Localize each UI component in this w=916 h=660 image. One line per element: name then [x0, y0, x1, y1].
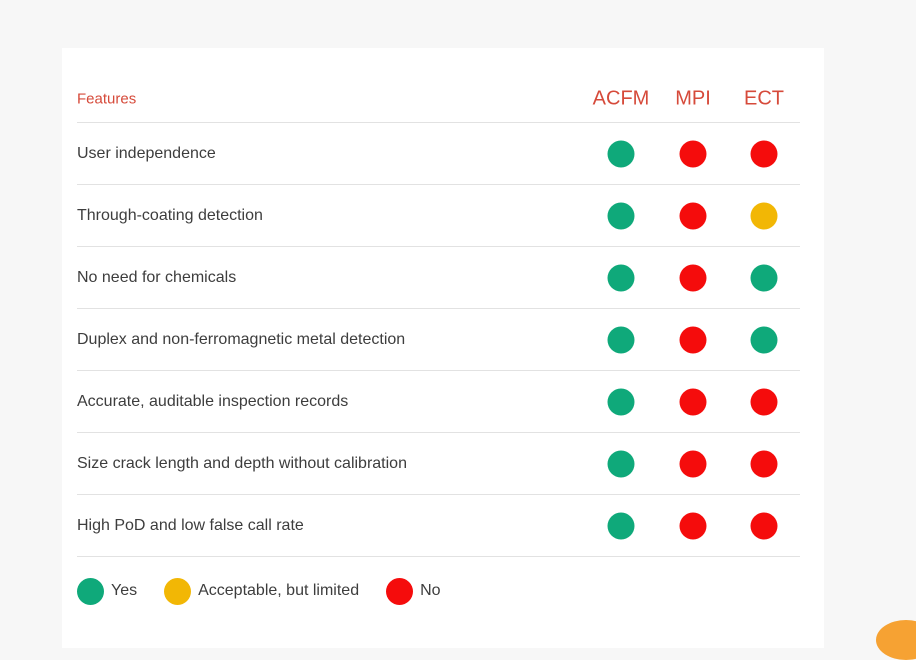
feature-label: Through-coating detection: [77, 206, 263, 224]
table-header-row: Features ACFM MPI ECT: [77, 75, 800, 123]
status-dot-icon: [750, 512, 778, 539]
status-dot-icon: [607, 140, 635, 167]
comparison-card: Features ACFM MPI ECT User independence …: [62, 48, 824, 648]
table-row: Accurate, auditable inspection records: [77, 371, 800, 433]
table-row: Size crack length and depth without cali…: [77, 433, 800, 495]
status-dot-icon: [750, 388, 778, 415]
status-dot-icon: [679, 202, 707, 229]
comparison-table: Features ACFM MPI ECT User independence …: [77, 75, 800, 557]
feature-label: Duplex and non-ferromagnetic metal detec…: [77, 330, 406, 348]
status-dot-icon: [607, 326, 635, 353]
status-dot-icon: [607, 512, 635, 539]
status-dot-icon: [679, 388, 707, 415]
status-dot-icon: [607, 388, 635, 415]
feature-label: No need for chemicals: [77, 268, 237, 286]
status-dot-icon: [750, 450, 778, 477]
feature-label: Accurate, auditable inspection records: [77, 392, 349, 410]
status-dot-icon: [607, 264, 635, 291]
status-dot-icon: [679, 512, 707, 539]
table-row: High PoD and low false call rate: [77, 495, 800, 557]
status-dot-icon: [164, 577, 192, 605]
legend-label: No: [420, 582, 441, 599]
chat-widget-button[interactable]: [876, 620, 916, 660]
status-dot-icon: [679, 326, 707, 353]
table-row: No need for chemicals: [77, 247, 800, 309]
legend-item-limited: Acceptable, but limited: [164, 577, 360, 605]
status-dot-icon: [679, 140, 707, 167]
status-dot-icon: [77, 577, 104, 605]
status-dot-icon: [386, 577, 414, 605]
column-header-mpi: MPI: [675, 87, 711, 109]
column-header-ect: ECT: [744, 87, 784, 109]
status-dot-icon: [679, 264, 707, 291]
feature-label: User independence: [77, 144, 216, 162]
legend: Yes Acceptable, but limited No: [77, 575, 468, 607]
legend-item-no: No: [386, 577, 441, 605]
legend-label: Acceptable, but limited: [198, 582, 360, 599]
features-header: Features: [77, 90, 137, 107]
feature-label: Size crack length and depth without cali…: [77, 454, 407, 472]
legend-label: Yes: [111, 582, 138, 599]
status-dot-icon: [607, 202, 635, 229]
status-dot-icon: [750, 202, 778, 229]
status-dot-icon: [607, 450, 635, 477]
legend-item-yes: Yes: [77, 577, 138, 605]
status-dot-icon: [750, 326, 778, 353]
table-row: Duplex and non-ferromagnetic metal detec…: [77, 309, 800, 371]
status-dot-icon: [679, 450, 707, 477]
feature-label: High PoD and low false call rate: [77, 516, 304, 534]
column-header-acfm: ACFM: [592, 87, 650, 109]
table-row: User independence: [77, 123, 800, 185]
status-dot-icon: [750, 140, 778, 167]
status-dot-icon: [750, 264, 778, 291]
table-row: Through-coating detection: [77, 185, 800, 247]
